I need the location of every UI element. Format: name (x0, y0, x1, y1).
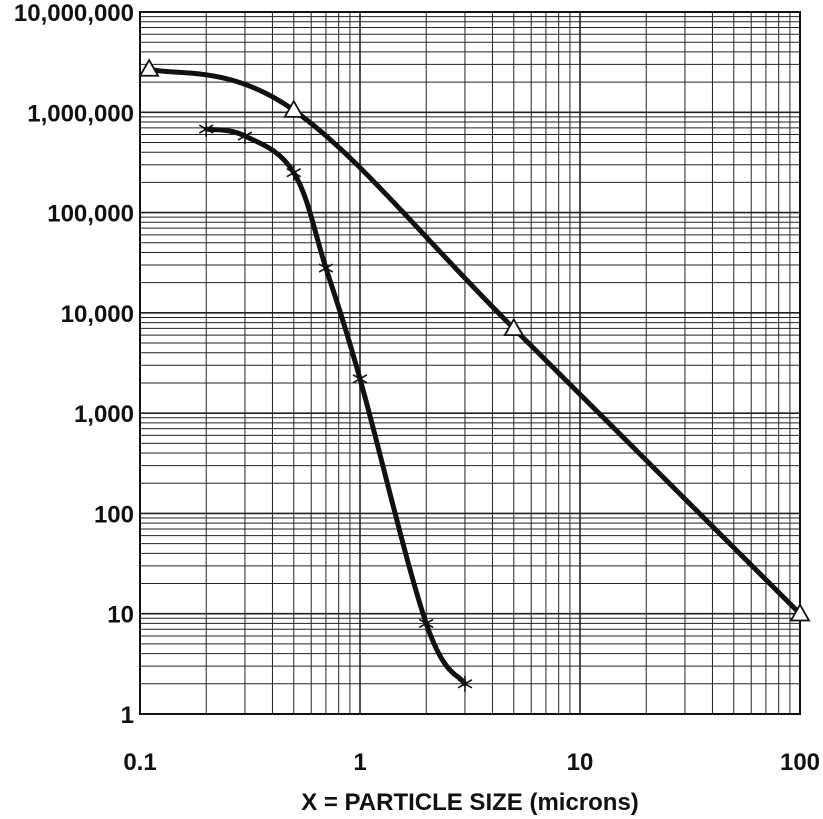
asterisk-marker (418, 615, 434, 632)
series-line-1 (146, 66, 803, 617)
y-tick-label: 10,000,000 (14, 0, 134, 27)
y-tick-label: 10,000 (61, 301, 134, 328)
series-layer (146, 66, 803, 687)
asterisk-marker (352, 370, 368, 387)
x-axis-title: X = PARTICLE SIZE (microns) (301, 789, 639, 816)
plot-frame (139, 11, 801, 715)
triangle-marker (503, 317, 525, 337)
y-axis-tick-labels: 10,000,000 1,000,000 100,000 10,000 1,000 100… (14, 0, 134, 729)
plot-border (139, 11, 801, 715)
asterisk-marker (286, 164, 302, 181)
x-tick-label: 0.1 (123, 749, 156, 776)
triangle-marker (789, 602, 811, 622)
y-tick-label: 1,000 (74, 401, 134, 428)
asterisk-marker (198, 121, 214, 138)
x-tick-label: 100 (780, 749, 820, 776)
triangle-marker (138, 58, 160, 77)
y-tick-label: 100 (94, 501, 134, 528)
triangle-marker (283, 99, 305, 118)
x-tick-label: 10 (567, 749, 594, 776)
minor-gridlines (140, 12, 800, 714)
y-tick-label: 100,000 (47, 201, 134, 228)
x-tick-label: 1 (353, 749, 366, 776)
y-tick-label: 10 (107, 602, 134, 629)
y-tick-label: 1 (121, 702, 134, 729)
asterisk-marker (457, 675, 473, 692)
x-axis-tick-labels: 0.1 1 10 100 (123, 749, 820, 776)
asterisk-marker (237, 128, 253, 145)
asterisk-marker (318, 260, 334, 277)
y-tick-label: 1,000,000 (27, 100, 134, 127)
markers-layer (138, 58, 811, 692)
